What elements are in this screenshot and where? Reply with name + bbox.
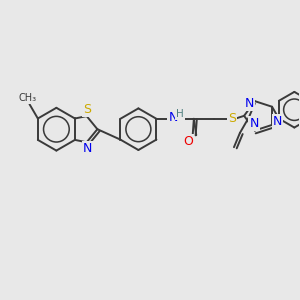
Text: O: O [183, 135, 193, 148]
Text: N: N [168, 111, 178, 124]
Text: S: S [83, 103, 91, 116]
Text: N: N [245, 97, 254, 110]
Text: N: N [273, 115, 282, 128]
Text: CH₃: CH₃ [19, 93, 37, 103]
Text: S: S [228, 112, 236, 125]
Text: N: N [250, 118, 259, 130]
Text: N: N [82, 142, 92, 155]
Text: H: H [176, 109, 184, 119]
